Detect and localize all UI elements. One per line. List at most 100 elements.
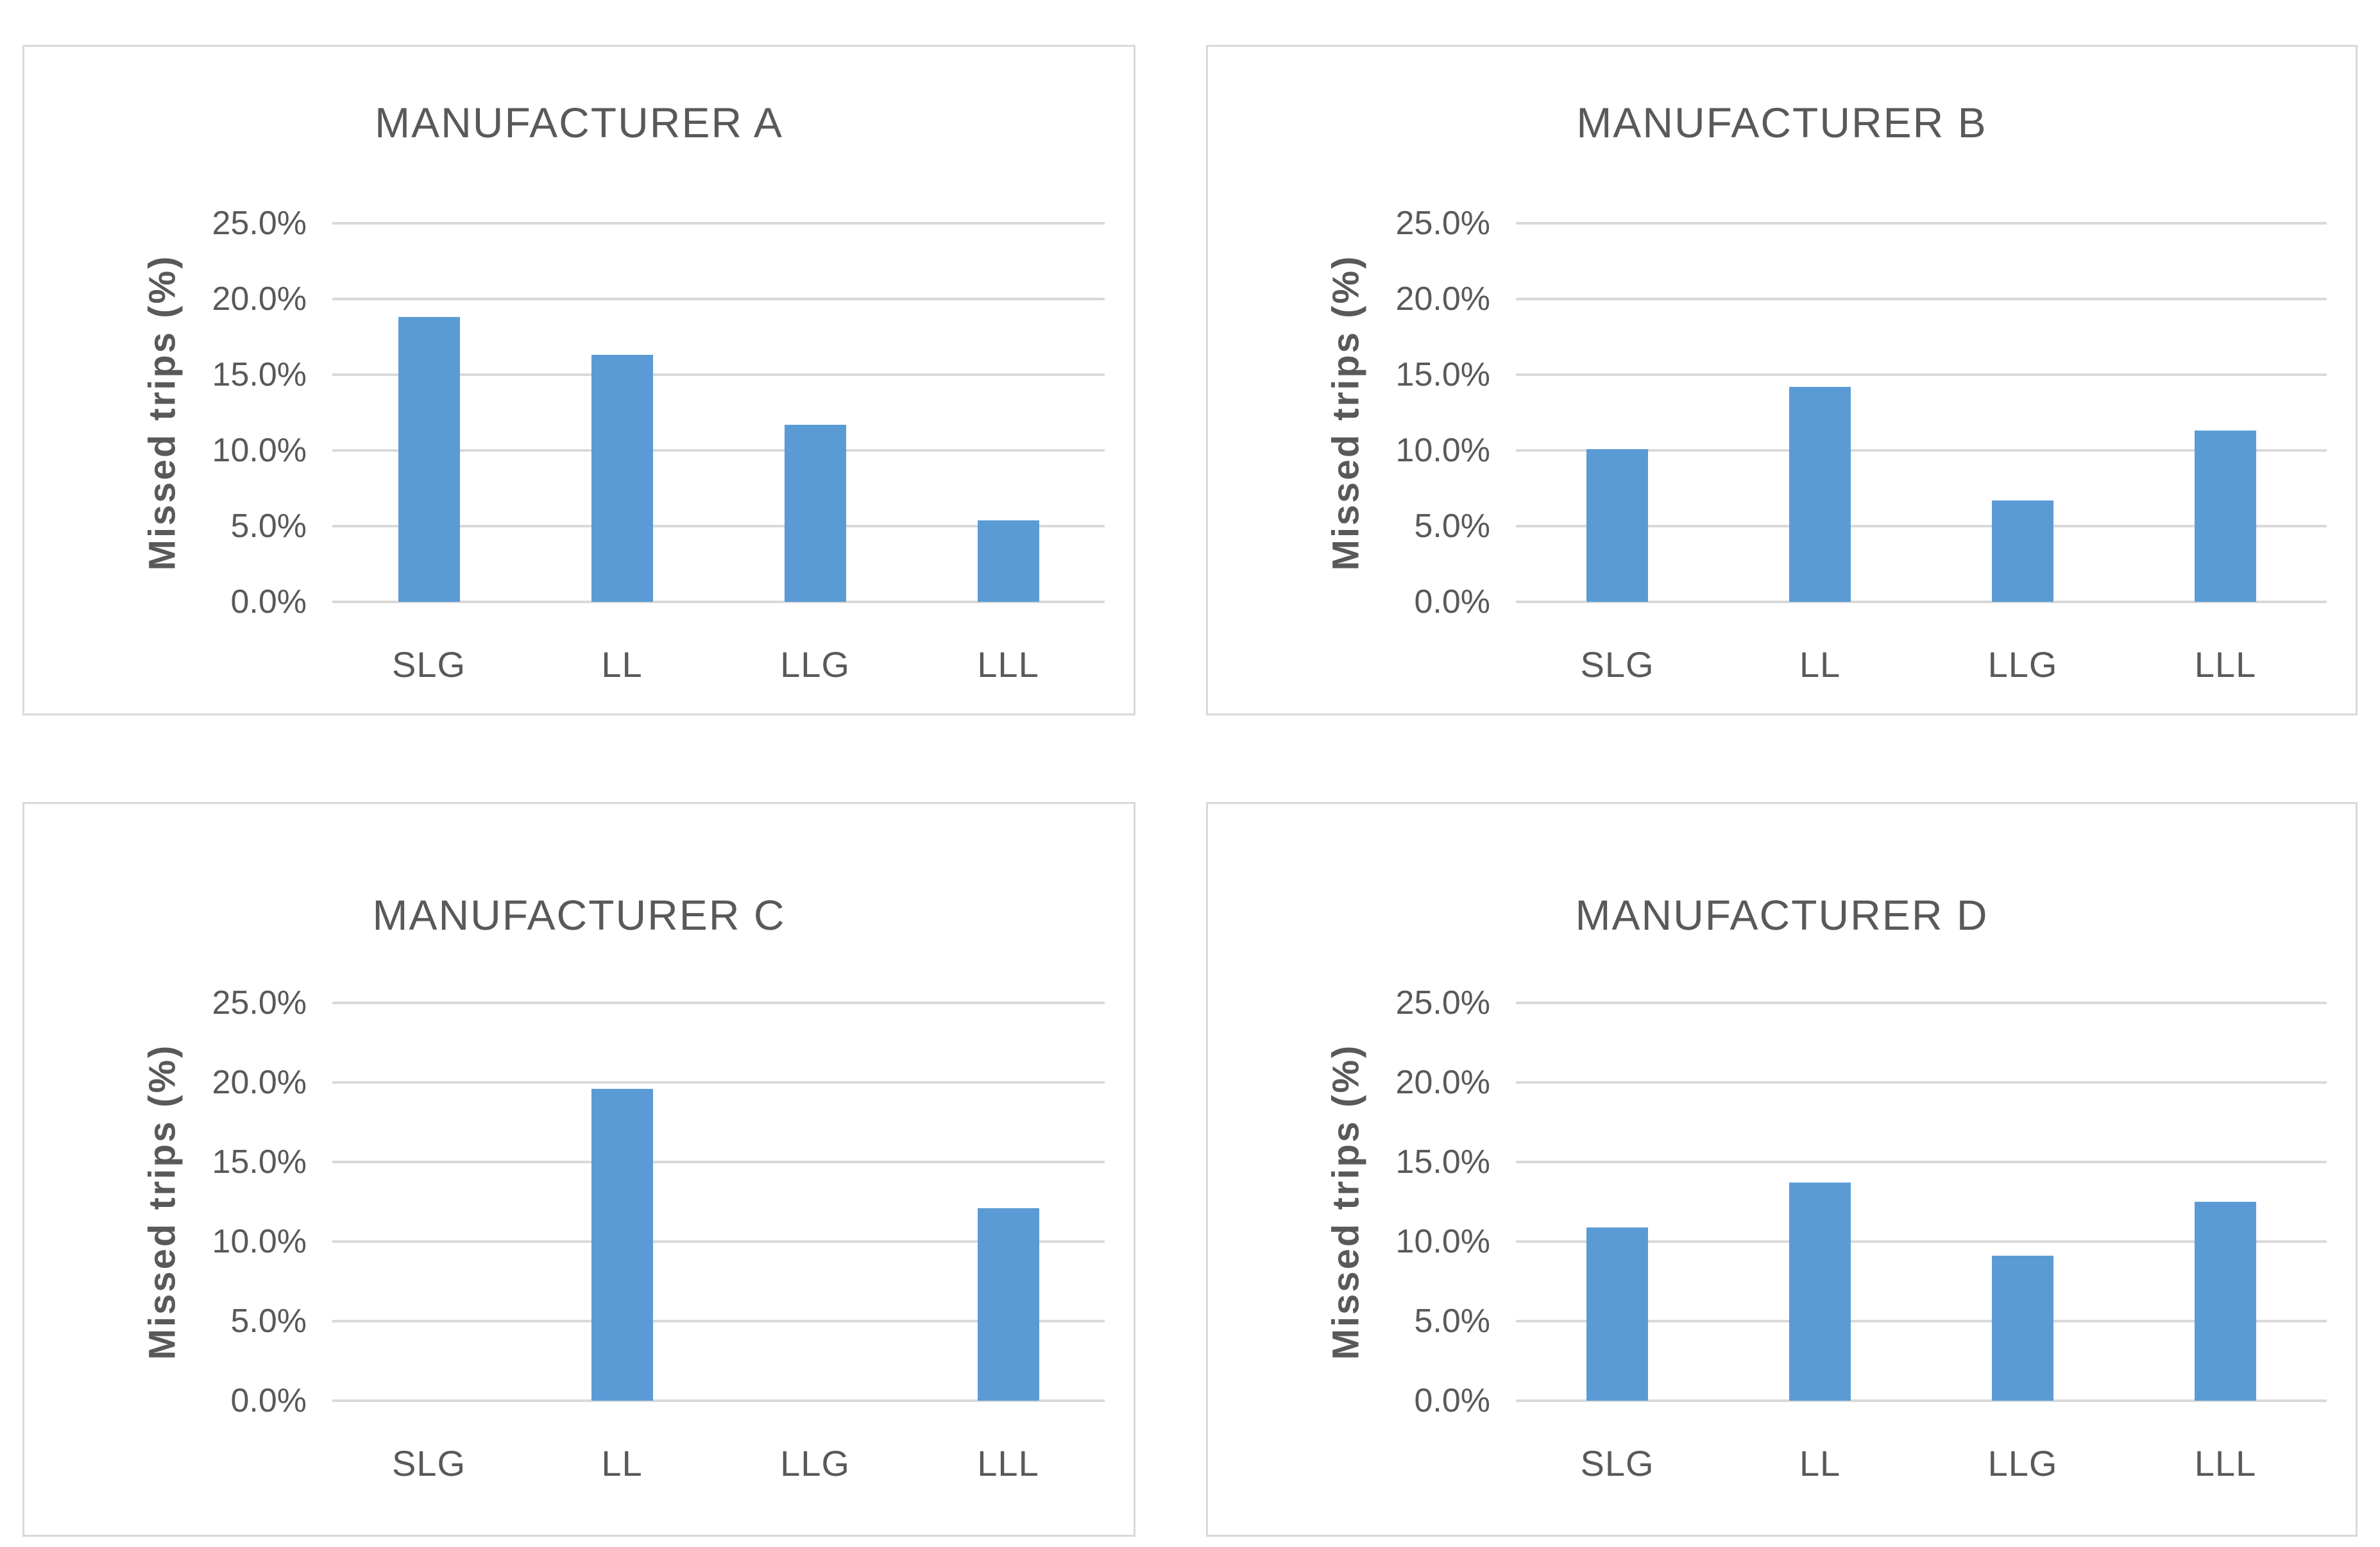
bar-slot-slg [332, 1003, 525, 1401]
plot-area [332, 222, 1105, 603]
x-tick-label: LLL [2194, 644, 2257, 685]
y-tick-label: 5.0% [230, 508, 307, 545]
y-tick-label: 25.0% [212, 984, 307, 1021]
gridline [1516, 1081, 2327, 1084]
bar-ll [591, 1088, 653, 1401]
y-tick-label: 10.0% [212, 432, 307, 469]
bar-slot-lll [2124, 1003, 2327, 1401]
y-tick-label: 0.0% [1414, 1382, 1490, 1419]
bar-ll [591, 355, 653, 602]
x-tick-label: LLG [1987, 644, 2058, 685]
bar-series [1516, 223, 2327, 602]
y-tick-label: 5.0% [1414, 1303, 1490, 1340]
bar-series [1516, 1003, 2327, 1401]
y-tick-label: 20.0% [1395, 1064, 1490, 1101]
chart-panel-manufacturer-b: MANUFACTURER B Missed trips (%) 0.0% 5.0%… [1206, 45, 2358, 715]
gridline [1516, 1161, 2327, 1163]
gridline [332, 1081, 1105, 1084]
bar-slot-llg [1921, 1003, 2124, 1401]
chart-title: MANUFACTURER A [375, 99, 783, 146]
bar-llg [784, 424, 846, 602]
y-tick-label: 15.0% [1395, 356, 1490, 393]
x-tick-label: LLL [2194, 1443, 2257, 1483]
bar-slot-ll [1719, 223, 1921, 602]
gridline [332, 1161, 1105, 1163]
gridline [1516, 298, 2327, 300]
bar-llg [1992, 1256, 2053, 1401]
gridline [1516, 601, 2327, 603]
y-tick-label: 5.0% [230, 1303, 307, 1340]
x-tick-label: LL [601, 644, 643, 685]
bar-slot-ll [525, 223, 718, 602]
y-tick-label: 10.0% [212, 1223, 307, 1260]
bar-slot-slg [1516, 223, 1719, 602]
y-tick-label: 10.0% [1395, 432, 1490, 469]
gridline [1516, 1240, 2327, 1243]
x-tick-label: LLL [977, 1443, 1039, 1483]
y-tick-label: 20.0% [212, 280, 307, 318]
x-tick-label: LLG [780, 644, 850, 685]
bar-slot-ll [1719, 1003, 1921, 1401]
x-tick-label: SLG [1580, 1443, 1654, 1483]
gridline [1516, 1320, 2327, 1322]
x-tick-label: SLG [1580, 644, 1654, 685]
gridline [1516, 449, 2327, 452]
chart-panel-manufacturer-a: MANUFACTURER A Missed trips (%) 0.0% 5.0%… [22, 45, 1135, 715]
gridline [332, 298, 1105, 300]
gridline [332, 373, 1105, 376]
gridline [332, 1399, 1105, 1402]
bar-slot-llg [1921, 223, 2124, 602]
plot-area [1516, 222, 2327, 603]
x-tick-label: SLG [391, 1443, 466, 1483]
gridline [332, 525, 1105, 527]
x-tick-label: LL [1799, 644, 1841, 685]
y-tick-label: 15.0% [212, 356, 307, 393]
y-tick-label: 25.0% [212, 205, 307, 242]
plot-area [1516, 1002, 2327, 1402]
gridline [332, 222, 1105, 225]
y-axis-tick-labels: 0.0% 5.0% 10.0% 15.0% 20.0% 25.0% [24, 984, 307, 1419]
bar-slot-lll [2124, 223, 2327, 602]
chart-panel-manufacturer-c: MANUFACTURER C Missed trips (%) 0.0% 5.0%… [22, 802, 1135, 1537]
bar-slot-lll [912, 1003, 1105, 1401]
bar-series [332, 223, 1105, 602]
x-tick-label: LLG [780, 1443, 850, 1483]
gridline [332, 601, 1105, 603]
chart-title: MANUFACTURER C [372, 891, 786, 939]
bar-lll [2195, 431, 2256, 602]
x-axis-tick-labels: SLG LL LLG LLL [332, 644, 1105, 685]
bar-lll [977, 520, 1039, 602]
y-tick-label: 20.0% [212, 1064, 307, 1101]
y-tick-label: 0.0% [230, 583, 307, 620]
y-tick-label: 5.0% [1414, 508, 1490, 545]
chart-panel-manufacturer-d: MANUFACTURER D Missed trips (%) 0.0% 5.0%… [1206, 802, 2358, 1537]
bar-slot-ll [525, 1003, 718, 1401]
y-tick-label: 20.0% [1395, 280, 1490, 318]
gridline [1516, 1002, 2327, 1004]
bar-slg [398, 317, 460, 602]
gridline [1516, 1399, 2327, 1402]
chart-title: MANUFACTURER D [1575, 891, 1989, 939]
x-axis-tick-labels: SLG LL LLG LLL [1516, 644, 2327, 685]
chart-title: MANUFACTURER B [1576, 99, 1987, 146]
bar-slg [1586, 449, 1648, 602]
x-tick-label: LL [601, 1443, 643, 1483]
bar-ll [1789, 1183, 1851, 1401]
bar-lll [977, 1208, 1039, 1401]
x-axis-tick-labels: SLG LL LLG LLL [332, 1442, 1105, 1484]
bar-lll [2195, 1202, 2256, 1401]
y-tick-label: 10.0% [1395, 1223, 1490, 1260]
bar-ll [1789, 386, 1851, 602]
gridline [1516, 373, 2327, 376]
y-tick-label: 25.0% [1395, 205, 1490, 242]
gridline [332, 1002, 1105, 1004]
y-tick-label: 0.0% [1414, 583, 1490, 620]
gridline [332, 1320, 1105, 1322]
y-tick-label: 0.0% [230, 1382, 307, 1419]
y-axis-tick-labels: 0.0% 5.0% 10.0% 15.0% 20.0% 25.0% [24, 205, 307, 620]
bar-slot-llg [718, 1003, 912, 1401]
y-tick-label: 15.0% [1395, 1143, 1490, 1181]
x-axis-tick-labels: SLG LL LLG LLL [1516, 1442, 2327, 1484]
bar-slot-llg [718, 223, 912, 602]
y-tick-label: 15.0% [212, 1143, 307, 1181]
